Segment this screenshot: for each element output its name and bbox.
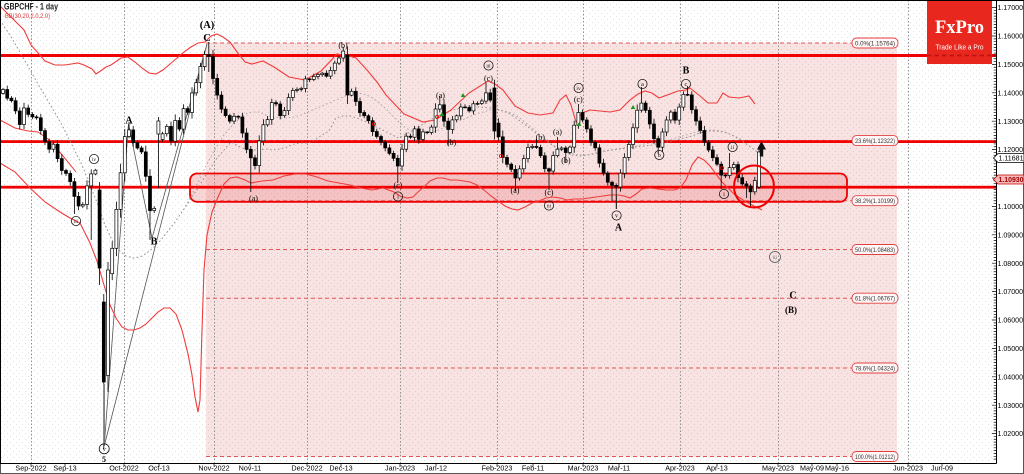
svg-text:1.16000: 1.16000 bbox=[998, 32, 1024, 41]
svg-text:(c): (c) bbox=[574, 95, 583, 104]
svg-text:1.10930: 1.10930 bbox=[999, 175, 1024, 184]
svg-text:GBPCHF - 1 day: GBPCHF - 1 day bbox=[4, 2, 58, 12]
svg-text:iii: iii bbox=[74, 220, 79, 225]
svg-text:Nov-2022: Nov-2022 bbox=[198, 464, 229, 473]
svg-text:(B): (B) bbox=[785, 305, 797, 315]
svg-text:A: A bbox=[615, 223, 623, 234]
svg-text:Feb-2023: Feb-2023 bbox=[482, 464, 513, 473]
svg-text:Oct-2022: Oct-2022 bbox=[109, 464, 139, 473]
svg-text:May-16: May-16 bbox=[825, 464, 849, 473]
svg-text:C: C bbox=[203, 33, 211, 44]
svg-text:ii: ii bbox=[731, 145, 735, 151]
svg-text:v: v bbox=[103, 446, 107, 453]
svg-text:(a): (a) bbox=[553, 128, 562, 137]
svg-text:Feb-11: Feb-11 bbox=[522, 464, 544, 473]
svg-text:v: v bbox=[615, 213, 619, 220]
svg-text:1.14000: 1.14000 bbox=[998, 88, 1024, 97]
svg-text:5: 5 bbox=[102, 455, 106, 464]
svg-text:Jun-2023: Jun-2023 bbox=[893, 464, 923, 473]
svg-text:iii: iii bbox=[486, 65, 491, 70]
svg-text:Trade Like a Pro: Trade Like a Pro bbox=[936, 43, 984, 52]
svg-text:B: B bbox=[151, 237, 158, 248]
svg-text:Jan-12: Jan-12 bbox=[425, 464, 447, 473]
svg-text:iii: iii bbox=[773, 256, 778, 261]
svg-text:C: C bbox=[789, 291, 796, 302]
svg-text:B: B bbox=[683, 66, 690, 77]
svg-text:0.0%(1.15764): 0.0%(1.15764) bbox=[855, 40, 895, 47]
svg-text:a: a bbox=[641, 81, 644, 88]
svg-text:50.0%(1.08483): 50.0%(1.08483) bbox=[855, 247, 895, 254]
svg-text:(b): (b) bbox=[338, 41, 348, 50]
svg-text:BB(30,20,2.0,2.0): BB(30,20,2.0,2.0) bbox=[5, 13, 50, 20]
svg-text:1.09000: 1.09000 bbox=[998, 230, 1024, 239]
svg-text:b: b bbox=[658, 152, 661, 159]
svg-text:(a): (a) bbox=[511, 186, 520, 195]
svg-text:i: i bbox=[397, 194, 399, 201]
svg-text:1.06000: 1.06000 bbox=[998, 316, 1024, 325]
svg-text:(c): (c) bbox=[545, 188, 554, 197]
svg-text:FxPro: FxPro bbox=[935, 18, 984, 38]
svg-text:1.11681: 1.11681 bbox=[999, 154, 1024, 163]
svg-text:1.17000: 1.17000 bbox=[998, 3, 1024, 12]
svg-text:61.8%(1.06767): 61.8%(1.06767) bbox=[855, 296, 895, 303]
svg-text:38.2%(1.10199): 38.2%(1.10199) bbox=[855, 198, 895, 205]
svg-text:Oct-13: Oct-13 bbox=[148, 464, 170, 473]
svg-text:Jun-09: Jun-09 bbox=[931, 464, 953, 473]
svg-text:(b): (b) bbox=[447, 138, 457, 147]
svg-text:Mar-11: Mar-11 bbox=[608, 464, 630, 473]
svg-text:1.07000: 1.07000 bbox=[998, 287, 1024, 296]
svg-text:i: i bbox=[723, 191, 725, 198]
svg-text:Nov-11: Nov-11 bbox=[239, 464, 262, 473]
svg-text:1.05000: 1.05000 bbox=[998, 344, 1024, 353]
svg-text:Mar-2023: Mar-2023 bbox=[568, 464, 599, 473]
svg-text:(b): (b) bbox=[536, 133, 546, 142]
svg-text:1.12000: 1.12000 bbox=[998, 145, 1024, 154]
svg-text:(A): (A) bbox=[200, 20, 215, 31]
svg-text:1.13000: 1.13000 bbox=[998, 117, 1024, 126]
svg-text:1.02000: 1.02000 bbox=[998, 429, 1024, 438]
svg-text:iv: iv bbox=[92, 157, 97, 163]
svg-text:1.03000: 1.03000 bbox=[998, 401, 1024, 410]
svg-text:(c): (c) bbox=[394, 181, 403, 190]
svg-text:1.15000: 1.15000 bbox=[998, 60, 1024, 69]
svg-text:Apr-13: Apr-13 bbox=[706, 464, 728, 473]
svg-text:1.10000: 1.10000 bbox=[998, 202, 1024, 211]
svg-text:23.6%(1.12322): 23.6%(1.12322) bbox=[855, 138, 895, 145]
svg-text:Dec-2022: Dec-2022 bbox=[291, 464, 322, 473]
svg-text:(c): (c) bbox=[484, 74, 493, 83]
svg-text:A: A bbox=[125, 116, 133, 127]
svg-text:Apr-2023: Apr-2023 bbox=[665, 464, 695, 473]
svg-text:May-09: May-09 bbox=[800, 464, 824, 473]
svg-text:78.6%(1.04324): 78.6%(1.04324) bbox=[855, 365, 895, 372]
svg-text:100.0%(1.01212): 100.0%(1.01212) bbox=[855, 454, 895, 461]
svg-text:(a): (a) bbox=[436, 91, 445, 100]
svg-text:May-2023: May-2023 bbox=[762, 464, 794, 473]
svg-text:Jan-2023: Jan-2023 bbox=[385, 464, 415, 473]
svg-text:Sep-2022: Sep-2022 bbox=[15, 464, 46, 473]
svg-text:(b): (b) bbox=[561, 156, 571, 165]
svg-text:c: c bbox=[684, 81, 687, 88]
svg-text:1.08000: 1.08000 bbox=[998, 259, 1024, 268]
svg-text:Sep-13: Sep-13 bbox=[53, 464, 76, 473]
svg-text:Dec-13: Dec-13 bbox=[329, 464, 352, 473]
svg-text:iv: iv bbox=[576, 86, 581, 92]
svg-text:iii: iii bbox=[547, 205, 552, 210]
svg-text:1.04000: 1.04000 bbox=[998, 372, 1024, 381]
svg-text:(a): (a) bbox=[249, 194, 258, 203]
